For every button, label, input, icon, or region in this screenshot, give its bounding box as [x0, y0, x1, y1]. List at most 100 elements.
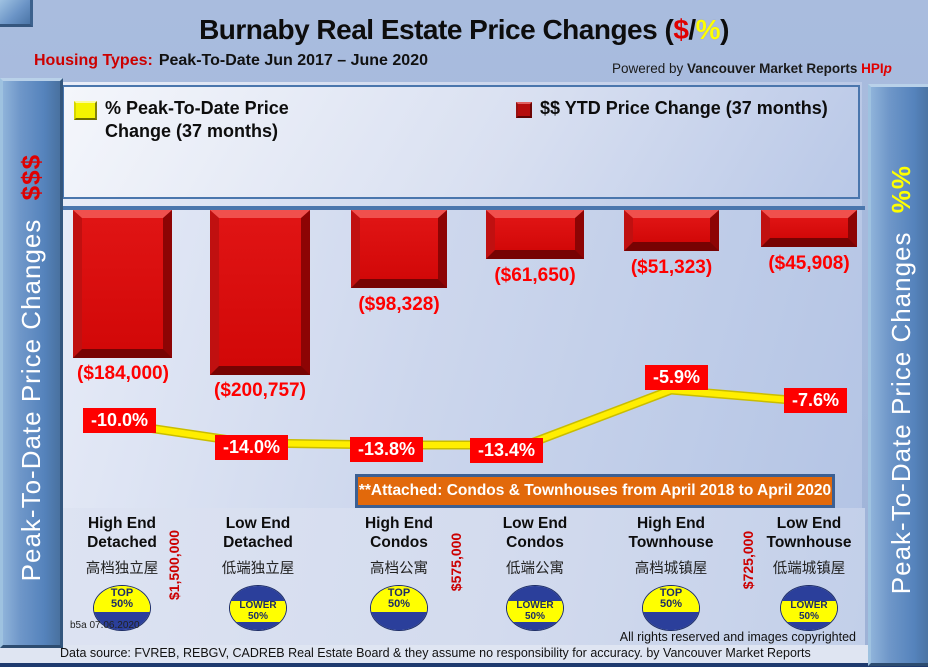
bar-low-end-condos	[486, 210, 584, 259]
badge-line1: TOP	[387, 586, 411, 599]
category-line1: Low End	[225, 515, 291, 532]
price-threshold-condos: $575,000	[448, 532, 464, 592]
category-label: High End Detached	[55, 514, 189, 552]
subtitle: Housing Types: Peak-To-Date Jun 2017 – Ju…	[34, 52, 428, 70]
badge-bottom	[230, 622, 286, 630]
rights-notice: All rights reserved and images copyright…	[619, 630, 856, 644]
percent-label: -7.6%	[784, 388, 848, 413]
category-high-end-detached: High End Detached 高档独立屋 TOP 50%	[55, 514, 189, 631]
badge-line2: 50%	[387, 598, 411, 611]
right-axis-text: Peak-To-Date Price Changes	[885, 231, 916, 595]
bottom-strip	[0, 645, 928, 663]
badge-text: TOP 50%	[371, 586, 427, 613]
category-label: High End Townhouse	[604, 514, 738, 552]
powered-by: Powered by Vancouver Market Reports HPIp	[612, 61, 892, 76]
badge-top	[781, 586, 837, 601]
category-line1: High End	[364, 515, 434, 532]
badge-text: LOWER 50%	[230, 600, 286, 623]
attached-note-banner: **Attached: Condos & Townhouses from Apr…	[355, 474, 835, 508]
category-label-cn: 低端公寓	[506, 561, 564, 577]
bar-high-end-detached	[73, 210, 172, 358]
category-line2: Townhouse	[766, 534, 852, 551]
badge-lower-50: LOWER 50%	[229, 585, 287, 631]
legend-dollar-label: $$ YTD Price Change (37 months)	[540, 98, 828, 118]
badge-top-50: TOP 50%	[370, 585, 428, 631]
bar-value-label: ($98,328)	[358, 294, 440, 315]
powered-prefix: Powered by	[612, 61, 688, 76]
category-label-cn: 高档公寓	[370, 561, 428, 577]
category-label-cn: 低端独立屋	[221, 561, 295, 577]
badge-line1: LOWER	[239, 600, 277, 611]
category-label: Low End Detached	[191, 514, 325, 552]
category-high-end-townhouse: High End Townhouse 高档城镇屋 TOP 50%	[604, 514, 738, 631]
category-high-end-condos: High End Condos 高档公寓 TOP 50%	[332, 514, 466, 631]
left-axis-bar: Peak-To-Date Price Changes $$$	[0, 78, 63, 648]
badge-text: LOWER 50%	[781, 600, 837, 623]
price-threshold-townhouse: $725,000	[740, 530, 756, 590]
badge-line2: 50%	[524, 610, 545, 622]
page-title: Burnaby Real Estate Price Changes ($/%)	[0, 14, 928, 46]
red-swatch-icon	[516, 102, 532, 118]
badge-lower-50: LOWER 50%	[506, 585, 564, 631]
badge-line2: 50%	[798, 610, 819, 622]
badge-top	[230, 586, 286, 601]
badge-bottom	[94, 612, 150, 630]
percent-label: -5.9%	[645, 365, 709, 390]
bottom-edge-decoration	[0, 663, 928, 667]
category-line1: Low End	[502, 515, 568, 532]
title-percent-symbol: %	[695, 14, 721, 45]
badge-line1: TOP	[659, 586, 683, 599]
chart-panel: % Peak-To-Date Price Change (37 months) …	[55, 82, 865, 645]
badge-top-50: TOP 50%	[642, 585, 700, 631]
badge-lower-50: LOWER 50%	[780, 585, 838, 631]
bar-value-label: ($184,000)	[77, 363, 169, 384]
legend-percent-label: % Peak-To-Date Price Change (37 months)	[104, 98, 289, 141]
percent-label: -14.0%	[215, 435, 289, 460]
right-axis-accent: %%	[885, 165, 916, 214]
left-axis-accent: $$$	[16, 154, 46, 201]
badge-line1: LOWER	[516, 600, 554, 611]
category-line2: Townhouse	[628, 534, 714, 551]
title-text: Burnaby Real Estate Price Changes (	[199, 14, 674, 45]
category-label: Low End Townhouse	[742, 514, 876, 552]
bar-low-end-townhouse	[761, 210, 857, 247]
category-low-end-detached: Low End Detached 低端独立屋 LOWER 50%	[191, 514, 325, 631]
subtitle-housing-types: Housing Types:	[34, 52, 153, 69]
powered-brand: Vancouver Market Reports	[687, 61, 858, 76]
category-low-end-condos: Low End Condos 低端公寓 LOWER 50%	[468, 514, 602, 631]
category-label: Low End Condos	[468, 514, 602, 552]
category-line1: Low End	[776, 515, 842, 532]
bar-high-end-townhouse	[624, 210, 719, 251]
category-label-cn: 低端城镇屋	[772, 561, 846, 577]
percent-label: -13.4%	[470, 438, 544, 463]
right-axis-label: Peak-To-Date Price Changes %%	[886, 155, 917, 594]
category-line2: Condos	[506, 534, 564, 551]
title-slash: /	[688, 14, 696, 45]
attached-note-text: **Attached: Condos & Townhouses from Apr…	[358, 482, 832, 499]
category-label: High End Condos	[332, 514, 466, 552]
powered-hpi-p: p	[883, 61, 892, 76]
category-line2: Detached	[87, 534, 157, 551]
badge-line2: 50%	[247, 610, 268, 622]
badge-line1: LOWER	[790, 600, 828, 611]
bar-value-label: ($45,908)	[768, 253, 850, 274]
legend-item-percent: % Peak-To-Date Price Change (37 months)	[74, 97, 334, 143]
bar-value-label: ($200,757)	[214, 380, 306, 401]
category-line1: High End	[636, 515, 706, 532]
category-line2: Condos	[370, 534, 428, 551]
percent-label: -13.8%	[350, 437, 424, 462]
category-line2: Detached	[223, 534, 293, 551]
bar-value-label: ($61,650)	[494, 265, 576, 286]
yellow-swatch-icon	[74, 101, 97, 120]
title-dollar-symbol: $	[673, 14, 689, 45]
bar-high-end-condos	[351, 210, 447, 288]
price-threshold-detached: $1,500,000	[166, 529, 182, 601]
percent-label: -10.0%	[83, 408, 157, 433]
bar-value-label: ($51,323)	[630, 257, 713, 278]
badge-line1: TOP	[110, 586, 134, 599]
badge-text: LOWER 50%	[507, 600, 563, 623]
category-low-end-townhouse: Low End Townhouse 低端城镇屋 LOWER 50%	[742, 514, 876, 631]
badge-bottom	[507, 622, 563, 630]
right-axis-bar: Peak-To-Date Price Changes %%	[868, 84, 928, 666]
zero-baseline	[60, 206, 865, 210]
